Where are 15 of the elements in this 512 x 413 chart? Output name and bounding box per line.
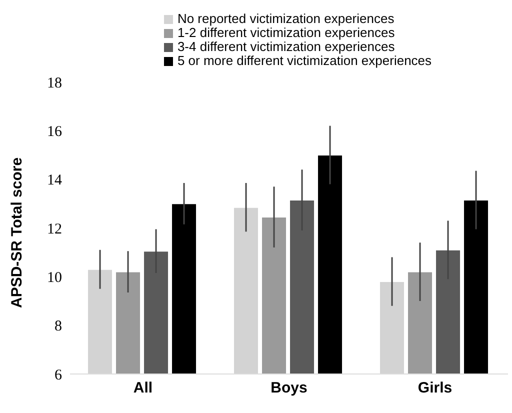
x-tick-label: All xyxy=(133,380,153,397)
y-tick-label: 12 xyxy=(47,221,62,238)
y-tick-label: 14 xyxy=(47,172,62,189)
y-axis-title: APSD-SR Total score xyxy=(8,157,26,308)
x-tick-label: Girls xyxy=(418,380,452,397)
y-tick-label: 10 xyxy=(47,270,62,286)
y-tick-label: 18 xyxy=(47,75,62,92)
legend-label: 3-4 different victimization experiences xyxy=(177,39,395,54)
legend-label: 5 or more different victimization experiences xyxy=(177,53,432,68)
x-tick-label: Boys xyxy=(270,380,308,397)
y-tick-label: 8 xyxy=(54,318,62,335)
legend-label: No reported victimization experiences xyxy=(177,11,394,26)
y-tick-label: 6 xyxy=(54,367,62,384)
y-tick-label: 16 xyxy=(47,124,62,140)
legend-label: 1-2 different victimization experiences xyxy=(177,25,395,40)
